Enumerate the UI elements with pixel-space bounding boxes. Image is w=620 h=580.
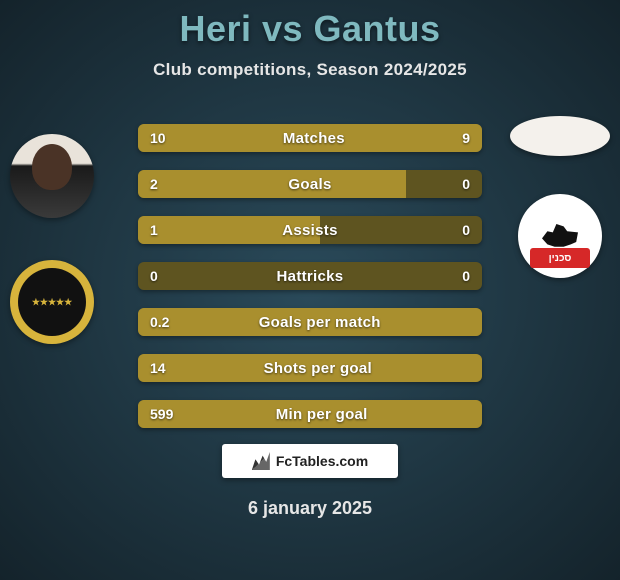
stat-bar: 599Min per goal (138, 400, 482, 428)
branding-badge[interactable]: FcTables.com (222, 444, 398, 478)
player2-club-badge: סכנין (518, 194, 602, 278)
stat-label: Hattricks (158, 268, 462, 285)
stat-bar: 1Assists0 (138, 216, 482, 244)
stat-bar: 0Hattricks0 (138, 262, 482, 290)
snapshot-date: 6 january 2025 (0, 498, 620, 519)
stat-label: Assists (158, 222, 462, 239)
club2-ribbon: סכנין (530, 248, 590, 268)
branding-text: FcTables.com (276, 453, 368, 469)
stat-label: Goals (158, 176, 462, 193)
stat-label: Matches (166, 130, 463, 147)
stat-value-left: 2 (150, 176, 158, 192)
stat-value-right: 0 (462, 176, 470, 192)
page-title: Heri vs Gantus (0, 0, 620, 50)
fctables-logo-icon (252, 452, 270, 470)
stat-value-right: 9 (462, 130, 470, 146)
stat-bar: 10Matches9 (138, 124, 482, 152)
stat-label: Goals per match (169, 314, 470, 331)
stat-bar: 0.2Goals per match (138, 308, 482, 336)
stat-label: Shots per goal (166, 360, 470, 377)
stat-bar: 14Shots per goal (138, 354, 482, 382)
stat-value-right: 0 (462, 268, 470, 284)
stat-value-left: 14 (150, 360, 166, 376)
left-badges: ★★★★★ (10, 134, 94, 344)
stat-value-right: 0 (462, 222, 470, 238)
stat-value-left: 0.2 (150, 314, 169, 330)
stat-label: Min per goal (173, 406, 470, 423)
club2-animal-icon (542, 224, 578, 248)
comparison-card: Heri vs Gantus Club competitions, Season… (0, 0, 620, 580)
club1-inner-icon: ★★★★★ (18, 268, 86, 336)
subtitle: Club competitions, Season 2024/2025 (0, 60, 620, 80)
stat-value-left: 10 (150, 130, 166, 146)
player2-photo-placeholder (510, 116, 610, 156)
stat-bars: 10Matches92Goals01Assists00Hattricks00.2… (138, 124, 482, 446)
player1-photo (10, 134, 94, 218)
player1-club-badge: ★★★★★ (10, 260, 94, 344)
stat-bar: 2Goals0 (138, 170, 482, 198)
stat-value-left: 0 (150, 268, 158, 284)
right-badges: סכנין (510, 116, 610, 278)
stat-value-left: 599 (150, 406, 173, 422)
stat-value-left: 1 (150, 222, 158, 238)
